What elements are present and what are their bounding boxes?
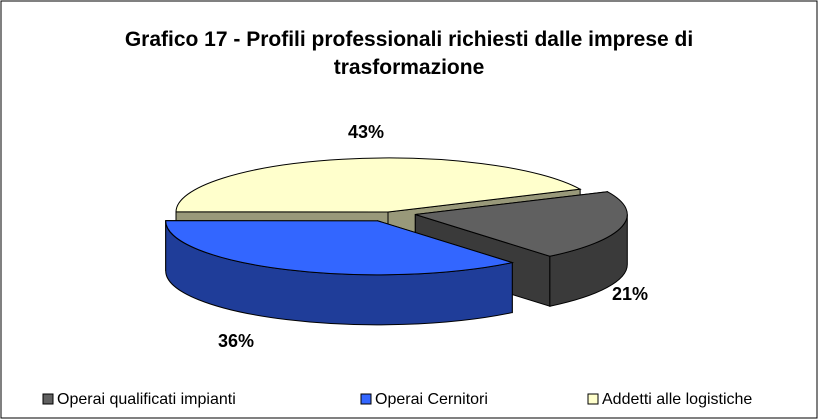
- data-label: 36%: [218, 331, 254, 351]
- chart-title: Grafico 17 - Profili professionali richi…: [124, 28, 694, 79]
- legend-label: Operai qualificati impianti: [57, 391, 236, 408]
- legend-swatch: [360, 393, 372, 405]
- legend-label: Addetti alle logistiche: [602, 391, 752, 408]
- slice: [175, 157, 582, 213]
- data-label: 43%: [348, 122, 384, 142]
- data-label: 21%: [612, 284, 648, 304]
- slice: [415, 191, 628, 257]
- legend-swatch: [42, 393, 54, 405]
- legend-label: Operai Cernitori: [375, 391, 488, 408]
- legend-swatch: [587, 393, 599, 405]
- slice: [165, 220, 515, 276]
